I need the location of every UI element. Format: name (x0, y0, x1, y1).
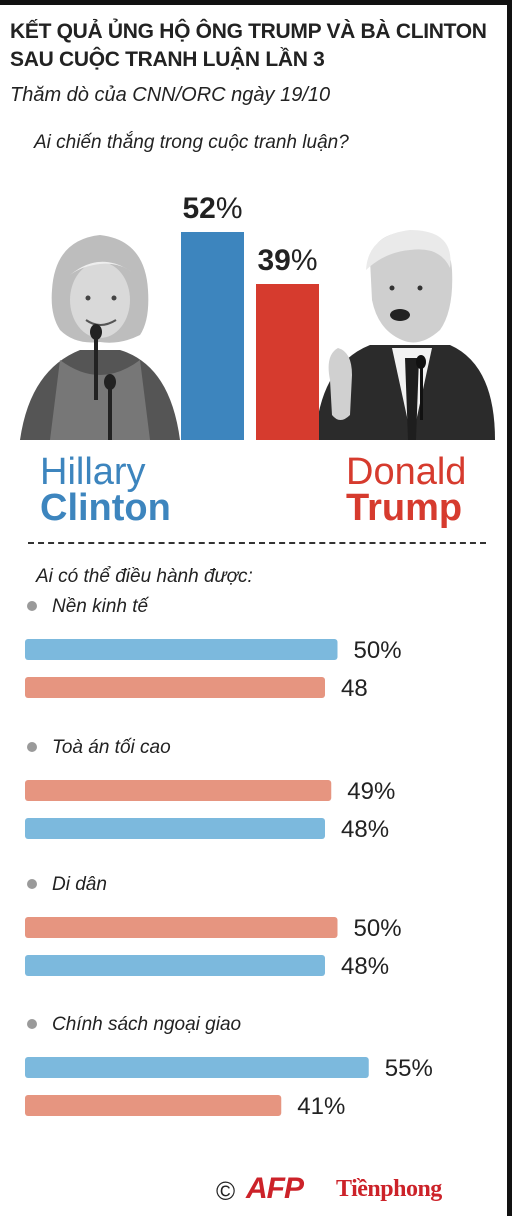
clinton-portrait-icon (20, 235, 180, 440)
issue-bar-clinton (25, 955, 325, 976)
clinton-last-name: Clinton (40, 487, 171, 529)
bullet-icon (27, 742, 37, 752)
issue-bar-trump (25, 917, 338, 938)
afp-logo: AFP (246, 1172, 304, 1205)
bullet-icon (27, 1019, 37, 1029)
issue-bar-clinton (25, 818, 325, 839)
copyright-symbol: © (216, 1176, 236, 1206)
winner-bar-label-trump: 39% (257, 244, 317, 277)
issue-bar-trump (25, 1095, 282, 1116)
issue-bar-label: 55% (385, 1055, 433, 1082)
issue-bar-label: 48% (341, 816, 389, 843)
issue-label: Chính sách ngoại giao (52, 1014, 241, 1035)
issue-group: Nền kinh tế 50% 48 (25, 596, 402, 702)
page-subtitle: Thăm dò của CNN/ORC ngày 19/10 (10, 84, 331, 106)
issue-group: Toà án tối cao 49% 48% (25, 737, 395, 843)
trump-portrait-icon (315, 230, 495, 440)
debate-winner-question: Ai chiến thắng trong cuộc tranh luận? (34, 132, 349, 153)
page-title: KẾT QUẢ ỦNG HỘ ÔNG TRUMP VÀ BÀ CLINTON S… (10, 20, 487, 71)
trump-last-name: Trump (346, 487, 463, 529)
issue-bar-label: 48 (341, 675, 368, 702)
issue-label: Di dân (52, 874, 107, 895)
issue-bar-trump (25, 780, 332, 801)
issue-bar-label: 48% (341, 953, 389, 980)
bullet-icon (27, 879, 37, 889)
winner-bar-trump (256, 284, 319, 440)
issue-bar-trump (25, 677, 325, 698)
issue-group: Di dân 50% 48% (25, 874, 402, 980)
trump-first-name: Donald (346, 451, 467, 493)
issue-bar-label: 49% (347, 778, 395, 805)
tienphong-logo: Tiềnphong (336, 1176, 442, 1202)
winner-bar-label-clinton: 52% (182, 192, 242, 225)
top-border (0, 0, 512, 5)
issue-label: Nền kinh tế (52, 596, 150, 617)
issue-bar-clinton (25, 639, 338, 660)
issue-group: Chính sách ngoại giao 55% 41% (25, 1014, 433, 1120)
clinton-first-name: Hillary (40, 451, 146, 493)
issue-bar-label: 50% (354, 915, 402, 942)
issue-bar-clinton (25, 1057, 369, 1078)
issues-question: Ai có thể điều hành được: (36, 566, 253, 587)
issue-bar-label: 50% (354, 637, 402, 664)
winner-bar-clinton (181, 232, 244, 440)
right-border (507, 0, 512, 1216)
bullet-icon (27, 601, 37, 611)
section-divider (28, 542, 486, 544)
debate-winner-chart: 52% 39% (20, 192, 495, 440)
issue-bar-label: 41% (297, 1093, 345, 1120)
issue-label: Toà án tối cao (52, 737, 171, 758)
